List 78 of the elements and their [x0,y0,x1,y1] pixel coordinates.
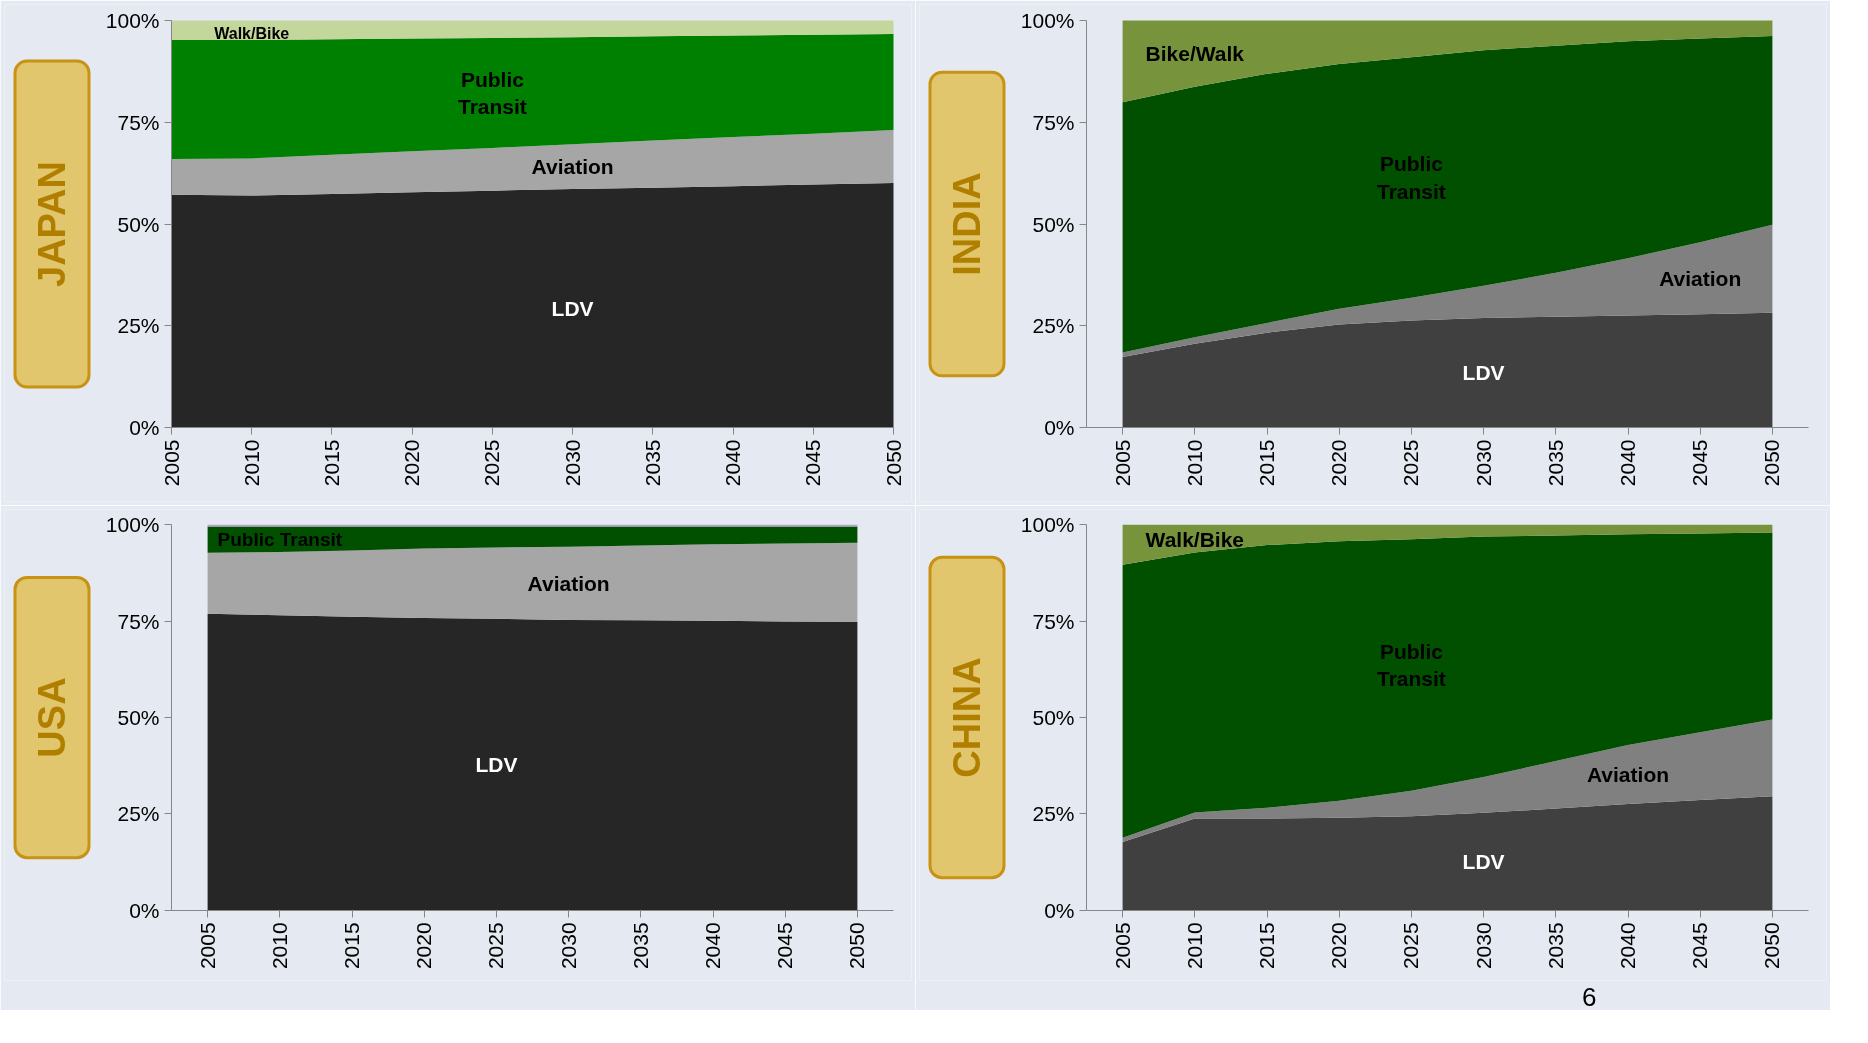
x-tick-label: 2035 [628,922,652,970]
text: INDIA [946,172,988,276]
x-tick-label: 2030 [556,922,580,970]
text: JAPAN [31,160,73,287]
x-tick-label: 2020 [1327,439,1351,487]
series-label: Aviation [527,571,610,595]
series-label: Aviation [1659,266,1742,290]
x-tick-label: 2035 [1543,922,1567,970]
x-tick-label: 2015 [319,439,343,487]
y-tick-label: 25% [1032,802,1075,826]
text: CHINA [946,657,988,778]
x-tick-label: 2025 [1399,439,1423,487]
y-tick-label: 100% [1020,513,1075,537]
x-tick-label: 2045 [1688,922,1712,970]
x-tick-label: 2020 [1327,922,1351,970]
x-tick-label: 2005 [195,922,219,970]
y-tick-label: 75% [1032,110,1075,134]
x-tick-label: 2030 [1471,439,1495,487]
x-tick-label: 2050 [845,922,869,970]
text: 6 [1582,981,1597,1012]
x-tick-label: 2050 [1760,922,1784,970]
x-tick-label: 2005 [159,439,183,487]
y-tick-label: 75% [1032,609,1075,633]
y-tick-label: 75% [117,110,160,134]
y-tick-label: 100% [105,513,160,537]
series-label: Public Transit [217,528,343,550]
x-tick-label: 2010 [1182,922,1206,970]
y-tick-label: 0% [129,416,160,439]
series-label: LDV [475,753,518,777]
x-tick-label: 2005 [1110,439,1134,487]
y-tick-label: 50% [1032,706,1075,730]
x-tick-label: 2050 [1760,439,1784,487]
y-tick-label: 0% [1044,898,1075,922]
y-tick-label: 100% [1020,9,1075,32]
series-label: Walk/Bike [1145,527,1245,551]
series-label: Aviation [531,155,614,179]
x-tick-label: 2010 [267,922,291,970]
y-tick-label: 75% [117,609,160,633]
series-label: Public Transit [1376,152,1446,203]
x-tick-label: 2030 [560,439,584,487]
x-tick-label: 2040 [721,439,745,487]
x-tick-label: 2020 [400,439,424,487]
series-label: Walk/Bike [214,24,290,42]
x-tick-label: 2015 [1255,922,1278,970]
y-tick-label: 50% [117,706,160,730]
x-tick-label: 2045 [773,922,797,970]
series-label: Public Transit [1376,639,1446,691]
x-tick-label: 2045 [801,439,825,487]
x-tick-label: 2010 [239,439,263,487]
x-tick-label: 2035 [640,439,664,487]
series-label: Bike/Walk [1145,42,1245,66]
y-tick-label: 100% [105,9,160,32]
x-tick-label: 2010 [1182,439,1206,487]
y-tick-label: 25% [1032,314,1075,338]
x-tick-label: 2015 [1255,439,1278,487]
x-tick-label: 2015 [340,922,363,970]
x-tick-label: 2045 [1688,439,1712,487]
x-tick-label: 2050 [881,439,905,487]
y-tick-label: 0% [1044,416,1075,439]
x-tick-label: 2025 [484,922,508,970]
series-label: Public Transit [457,67,527,119]
x-tick-label: 2025 [480,439,504,487]
x-tick-label: 2035 [1543,439,1567,487]
x-tick-label: 2030 [1471,922,1495,970]
x-tick-label: 2020 [412,922,436,970]
x-tick-label: 2005 [1110,922,1134,970]
series-label: Aviation [1586,762,1670,786]
y-tick-label: 50% [117,212,160,236]
text: USA [31,677,73,758]
series-label: LDV [551,296,594,320]
y-tick-label: 50% [1032,212,1075,236]
y-tick-label: 0% [129,898,160,922]
x-tick-label: 2040 [1616,439,1639,487]
x-tick-label: 2040 [701,922,724,970]
y-tick-label: 25% [117,802,160,826]
x-tick-label: 2040 [1616,922,1639,970]
x-tick-label: 2025 [1399,922,1423,970]
y-tick-label: 25% [117,314,160,338]
